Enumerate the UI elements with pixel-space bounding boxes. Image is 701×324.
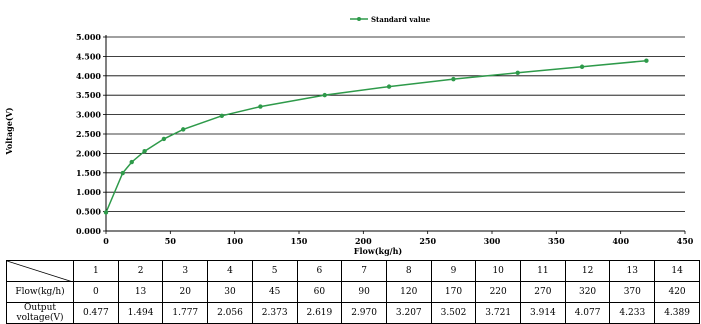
table-cell: 4.389 xyxy=(654,302,700,324)
x-tick-label: 250 xyxy=(419,236,436,246)
table-cell: 13 xyxy=(609,260,656,282)
data-point xyxy=(258,104,263,109)
data-point xyxy=(129,159,134,165)
table-cell: 270 xyxy=(520,281,566,303)
axes xyxy=(103,35,686,234)
table-cell: 2.970 xyxy=(341,302,387,324)
y-tick-label: 0.000 xyxy=(76,226,101,236)
line-chart: 0.000 0.500 1.000 1.500 2.000 2.500 3.000 3.500… xyxy=(4,15,694,256)
x-axis-title: Flow(kg/h) xyxy=(354,246,403,256)
table-cell: 7 xyxy=(341,260,387,282)
x-tick-labels: 0 50 100 150 200 250 300 350 400 450 xyxy=(103,236,694,246)
data-point xyxy=(451,76,456,82)
y-tick-label: 3.000 xyxy=(76,110,101,120)
data-point xyxy=(181,127,186,132)
data-table: 1 2 3 4 5 6 7 8 9 10 11 12 13 14 Flow(kg/h) 0 13 20 30 45… xyxy=(6,260,700,324)
table-cell: 9 xyxy=(430,260,477,282)
y-tick-label: 1.500 xyxy=(76,168,101,178)
table-cell: 220 xyxy=(475,281,522,303)
table-cell: 0 xyxy=(73,281,119,303)
grid-lines xyxy=(106,36,685,213)
table-cell: 2 xyxy=(117,260,164,282)
table-cell: 4.077 xyxy=(564,302,611,324)
data-point xyxy=(515,70,520,76)
table-cell: 3.914 xyxy=(520,302,566,324)
data-point xyxy=(103,210,109,215)
data-point xyxy=(322,92,327,98)
data-point xyxy=(142,149,147,154)
y-tick-label: 3.500 xyxy=(76,90,101,100)
table-cell: 3.502 xyxy=(430,302,477,324)
x-tick-label: 450 xyxy=(677,236,694,246)
table-cell: 6 xyxy=(296,260,343,282)
legend: Standard value xyxy=(350,15,431,24)
y-tick-label: 4.500 xyxy=(76,51,101,61)
table-row-label: Flow(kg/h) xyxy=(6,281,74,303)
table-cell: 4.233 xyxy=(609,302,656,324)
series-line xyxy=(105,59,647,213)
y-tick-label: 2.500 xyxy=(76,129,101,139)
table-cell: 5 xyxy=(251,260,298,282)
table-cell: 3.207 xyxy=(385,302,432,324)
series-standard-value xyxy=(103,58,649,215)
table-row-output-voltage: Output voltage(V) 0.477 1.494 1.777 2.056 2.… xyxy=(6,302,700,324)
x-tick-label: 0 xyxy=(103,236,109,246)
table-cell: 60 xyxy=(296,281,343,303)
y-axis-title: Voltage(V) xyxy=(4,107,14,155)
table-cell: 4 xyxy=(207,260,253,282)
table-cell: 0.477 xyxy=(73,302,119,324)
y-tick-labels: 0.000 0.500 1.000 1.500 2.000 2.500 3.000 3.500… xyxy=(76,32,101,236)
data-point xyxy=(579,64,585,69)
y-tick-label: 5.000 xyxy=(76,32,101,42)
legend-label: Standard value xyxy=(371,15,431,24)
table-row-flow: Flow(kg/h) 0 13 20 30 45 60 90 120 170 220 270 320 3… xyxy=(6,281,700,303)
x-tick-label: 50 xyxy=(165,236,177,246)
x-tick-label: 400 xyxy=(612,236,629,246)
table-cell: 170 xyxy=(430,281,477,303)
table-cell: 13 xyxy=(117,281,164,303)
table-cell: 370 xyxy=(609,281,656,303)
data-point xyxy=(219,113,224,118)
table-cell: 2.056 xyxy=(207,302,253,324)
legend-marker-swatch xyxy=(357,17,361,21)
table-cell: 2.373 xyxy=(251,302,298,324)
table-cell: 320 xyxy=(564,281,611,303)
y-tick-label: 4.000 xyxy=(76,71,101,81)
y-tick-label: 1.000 xyxy=(76,187,101,197)
diagonal-divider xyxy=(7,261,70,281)
data-point xyxy=(161,136,167,142)
x-tick-label: 350 xyxy=(548,236,565,246)
table-header-row: 1 2 3 4 5 6 7 8 9 10 11 12 13 14 xyxy=(6,260,700,282)
table-cell: 11 xyxy=(520,260,566,282)
table-cell: 90 xyxy=(341,281,387,303)
y-tick-label: 0.500 xyxy=(76,207,101,217)
table-cell: 14 xyxy=(654,260,700,282)
table-cell: 420 xyxy=(654,281,700,303)
table-cell: 3 xyxy=(162,260,209,282)
x-tick-label: 100 xyxy=(226,236,243,246)
table-corner-cell xyxy=(6,260,74,282)
table-cell: 20 xyxy=(162,281,209,303)
table-cell: 3.721 xyxy=(475,302,522,324)
data-point xyxy=(386,84,392,89)
table-row-label: Output voltage(V) xyxy=(6,302,74,324)
data-point xyxy=(120,170,125,176)
table-cell: 120 xyxy=(385,281,432,303)
table-cell: 8 xyxy=(385,260,432,282)
table-cell: 45 xyxy=(251,281,298,303)
table-cell: 12 xyxy=(564,260,611,282)
table-cell: 1.777 xyxy=(162,302,209,324)
x-tick-label: 300 xyxy=(484,236,501,246)
table-cell: 1.494 xyxy=(117,302,164,324)
x-tick-label: 150 xyxy=(291,236,308,246)
table-cell: 2.619 xyxy=(296,302,343,324)
table-cell: 30 xyxy=(207,281,253,303)
table-cell: 1 xyxy=(73,260,119,282)
data-point xyxy=(644,58,649,63)
y-tick-label: 2.000 xyxy=(76,148,101,158)
table-cell: 10 xyxy=(475,260,522,282)
x-tick-label: 200 xyxy=(355,236,372,246)
